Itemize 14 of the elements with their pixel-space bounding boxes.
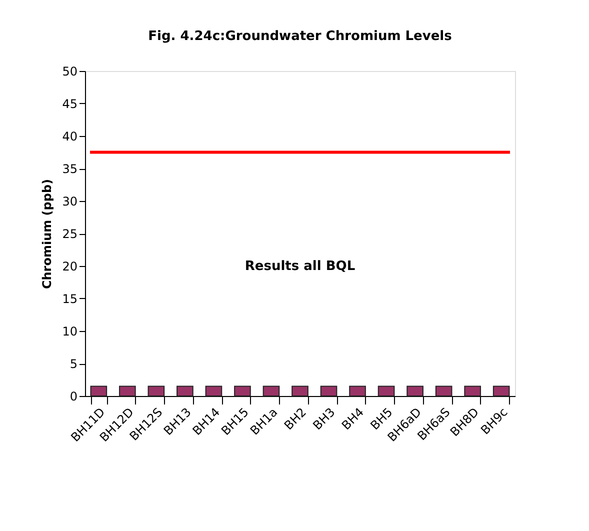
y-tick-label: 45 [62, 97, 78, 111]
chart-title: Fig. 4.24c:Groundwater Chromium Levels [148, 29, 452, 44]
y-tick-label: 20 [62, 260, 78, 274]
y-tick-label: 0 [70, 390, 78, 404]
y-tick-label: 50 [62, 64, 78, 78]
y-tick-label: 15 [62, 292, 78, 306]
y-tick-label: 35 [62, 162, 78, 176]
y-axis-title: Chromium (ppb) [40, 178, 54, 290]
y-tick-label: 5 [70, 357, 78, 371]
y-tick-label: 25 [62, 227, 78, 241]
annotation: Results all BQL [244, 259, 356, 274]
y-tick-label: 10 [62, 324, 78, 338]
y-tick-label: 30 [62, 194, 78, 208]
y-tick-label: 40 [62, 130, 78, 144]
